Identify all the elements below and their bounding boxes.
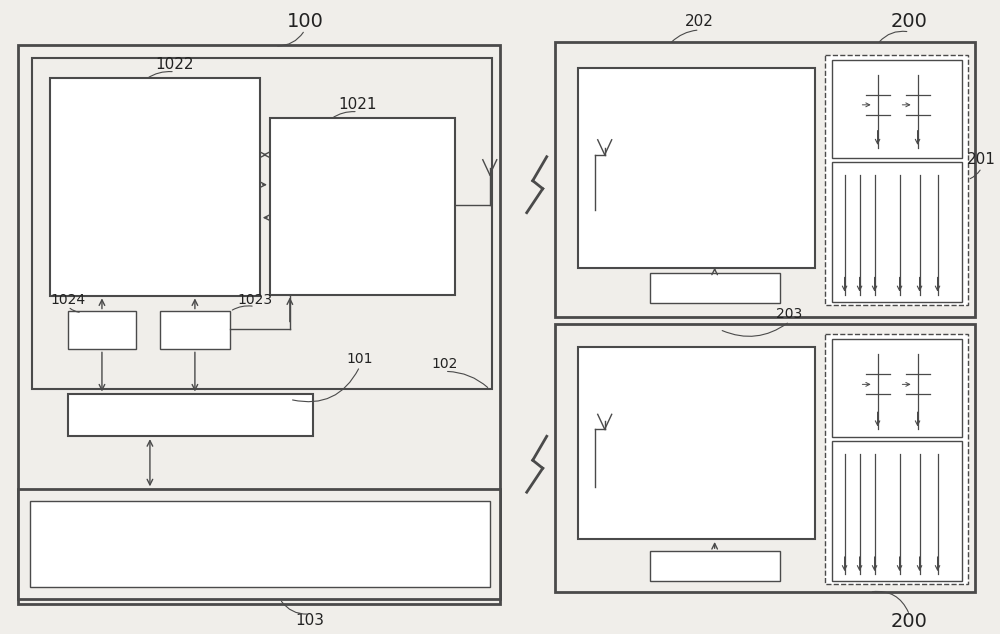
Bar bbox=[30, 501, 490, 587]
Bar bbox=[68, 394, 313, 436]
Bar bbox=[18, 489, 500, 599]
Bar bbox=[68, 311, 136, 349]
Bar bbox=[270, 118, 455, 295]
Text: 201: 201 bbox=[967, 152, 996, 167]
Bar bbox=[650, 551, 780, 581]
Text: 103: 103 bbox=[295, 614, 324, 628]
Bar bbox=[832, 339, 962, 437]
Bar bbox=[578, 68, 815, 268]
Text: 102: 102 bbox=[432, 358, 458, 372]
Bar bbox=[578, 347, 815, 539]
Bar bbox=[825, 335, 968, 584]
Bar bbox=[832, 60, 962, 158]
Bar bbox=[825, 55, 968, 304]
Bar bbox=[32, 58, 492, 389]
Bar bbox=[50, 78, 260, 295]
Bar bbox=[18, 45, 500, 604]
Text: 100: 100 bbox=[286, 13, 323, 32]
Bar bbox=[160, 311, 230, 349]
Bar bbox=[832, 162, 962, 302]
Text: 203: 203 bbox=[776, 307, 803, 321]
Bar bbox=[555, 42, 975, 318]
Text: 1024: 1024 bbox=[50, 292, 86, 306]
Text: 1021: 1021 bbox=[339, 98, 377, 112]
Bar bbox=[832, 441, 962, 581]
Text: 202: 202 bbox=[685, 15, 714, 29]
Bar bbox=[555, 325, 975, 592]
Text: 200: 200 bbox=[891, 13, 928, 32]
Text: 101: 101 bbox=[347, 353, 373, 366]
Text: 1022: 1022 bbox=[156, 58, 194, 72]
Text: 1023: 1023 bbox=[237, 292, 272, 306]
Bar bbox=[650, 273, 780, 302]
Text: 200: 200 bbox=[891, 612, 928, 631]
